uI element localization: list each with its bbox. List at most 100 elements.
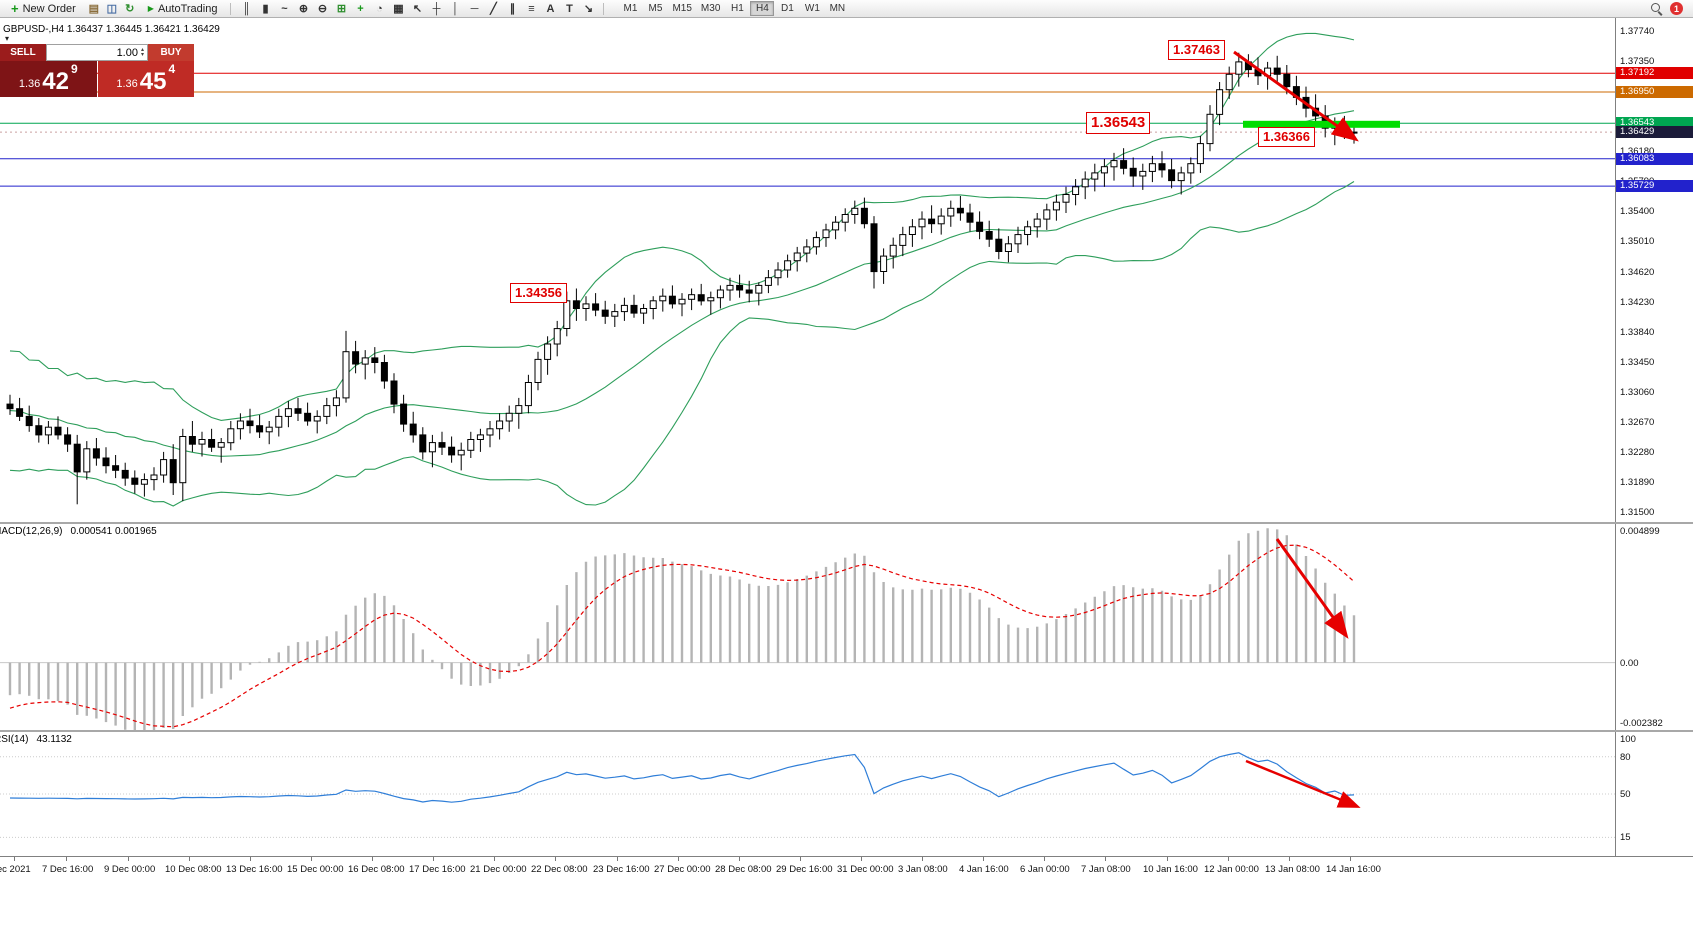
rsi-canvas[interactable] — [0, 732, 1615, 856]
search-icon[interactable] — [1650, 2, 1663, 15]
indicators-icon[interactable]: + — [351, 1, 369, 17]
price-axis-label: 1.31500 — [1620, 507, 1655, 518]
rsi-panel[interactable]: RSI(14)43.1132 — [0, 732, 1615, 856]
time-axis-tick — [372, 857, 373, 861]
label-icon[interactable]: T — [560, 1, 578, 17]
time-axis-tick — [1105, 857, 1106, 861]
price-annotation-label[interactable]: 1.34356 — [510, 283, 567, 303]
timeframe-button-w1[interactable]: W1 — [800, 1, 824, 16]
price-annotation-label[interactable]: 1.37463 — [1168, 40, 1225, 60]
price-axis[interactable]: 1.377401.373501.369601.365701.361801.357… — [1615, 18, 1693, 522]
price-axis-label: 1.37740 — [1620, 26, 1655, 37]
trend-arrow[interactable] — [1245, 759, 1361, 808]
channel-icon[interactable]: ∥ — [503, 1, 521, 17]
time-axis-label: 29 Dec 16:00 — [776, 864, 833, 875]
autotrading-button[interactable]: ▶ AutoTrading — [141, 1, 225, 17]
time-axis-tick — [800, 857, 801, 861]
text-icon[interactable]: A — [541, 1, 559, 17]
price-axis-label: 1.34620 — [1620, 267, 1655, 278]
macd-axis-label: -0.002382 — [1620, 718, 1663, 729]
timeframe-button-m30[interactable]: M30 — [697, 1, 724, 16]
new-order-button[interactable]: + New Order — [4, 1, 83, 17]
support-zone-highlight[interactable] — [1243, 120, 1400, 128]
chart-ohlc-readout: GBPUSD-,H4 1.36437 1.36445 1.36421 1.364… — [3, 24, 220, 35]
rsi-axis-label: 80 — [1620, 752, 1631, 763]
time-axis-tick — [617, 857, 618, 861]
candlestick-canvas[interactable] — [0, 18, 1615, 522]
timeframe-button-m5[interactable]: M5 — [643, 1, 667, 16]
tile-windows-icon[interactable]: ⊞ — [332, 1, 350, 17]
timeframe-button-mn[interactable]: MN — [825, 1, 849, 16]
time-axis-tick — [1350, 857, 1351, 861]
volume-up-icon[interactable]: ▴ — [140, 46, 144, 53]
bar-chart-icon[interactable]: ║ — [237, 1, 255, 17]
rsi-axis-label: 100 — [1620, 734, 1636, 745]
time-axis[interactable]: Dec 2021 7 Dec 16:00 9 Dec 00:00 10 Dec 08:… — [0, 856, 1693, 878]
time-axis-label: 3 Jan 08:00 — [898, 864, 948, 875]
top-toolbar: + New Order ▤ ◫ ↻ ▶ AutoTrading ║ ▮ ~ ⊕ ⊖ ⊞ + ◔ ▦ ↖… — [0, 0, 1693, 18]
macd-panel[interactable]: MACD(12,26,9)0.000541 0.001965 — [0, 524, 1615, 730]
time-axis-tick — [433, 857, 434, 861]
rsi-axis-label: 15 — [1620, 832, 1631, 843]
rsi-value: 43.1132 — [36, 734, 72, 745]
macd-values: 0.000541 0.001965 — [70, 526, 157, 537]
time-axis-label: 13 Dec 16:00 — [226, 864, 283, 875]
time-axis-tick — [861, 857, 862, 861]
fibonacci-icon[interactable]: ≡ — [522, 1, 540, 17]
periods-icon[interactable]: ◔ — [370, 1, 388, 17]
timeframe-button-h1[interactable]: H1 — [725, 1, 749, 16]
sell-price-prefix: 1.36 — [18, 78, 41, 91]
time-axis-label: 13 Jan 08:00 — [1265, 864, 1320, 875]
notification-badge[interactable]: 1 — [1670, 2, 1683, 15]
arrows-icon[interactable]: ↘ — [579, 1, 597, 17]
timeframe-group: M1 M5 M15 M30 H1 H4 D1 W1 MN — [618, 1, 849, 16]
panel-resizer[interactable] — [0, 730, 1693, 732]
crosshair-icon[interactable]: ┼ — [427, 1, 445, 17]
time-axis-label: 10 Dec 08:00 — [165, 864, 222, 875]
autotrading-icon: ▶ — [147, 3, 154, 13]
time-axis-tick — [66, 857, 67, 861]
time-axis-tick — [494, 857, 495, 861]
refresh-icon[interactable]: ↻ — [121, 1, 139, 17]
macd-axis[interactable]: 0.004899 0.00 -0.002382 — [1615, 524, 1693, 730]
volume-spinner[interactable]: ▴ ▾ — [140, 46, 144, 58]
time-axis-tick — [678, 857, 679, 861]
main-chart-panel[interactable]: GBPUSD-,H4 1.36437 1.36445 1.36421 1.364… — [0, 18, 1615, 522]
candlestick-chart-icon[interactable]: ▮ — [256, 1, 274, 17]
macd-canvas[interactable] — [0, 524, 1615, 730]
toolbar-separator — [603, 2, 605, 15]
volume-input[interactable]: 1.00 ▴ ▾ — [46, 44, 148, 61]
rsi-axis[interactable]: 100 80 50 15 — [1615, 732, 1693, 856]
line-chart-icon[interactable]: ~ — [275, 1, 293, 17]
timeframe-button-m15[interactable]: M15 — [668, 1, 695, 16]
buy-button[interactable]: 1.36 45 4 — [97, 61, 194, 97]
time-axis-tick — [1167, 857, 1168, 861]
zoom-out-icon[interactable]: ⊖ — [313, 1, 331, 17]
panel-resizer[interactable] — [0, 522, 1693, 524]
time-axis-tick — [1289, 857, 1290, 861]
zoom-in-icon[interactable]: ⊕ — [294, 1, 312, 17]
vertical-line-icon[interactable]: │ — [446, 1, 464, 17]
macd-axis-label: 0.004899 — [1620, 526, 1660, 537]
trendline-icon[interactable]: ╱ — [484, 1, 502, 17]
templates-icon[interactable]: ▦ — [389, 1, 407, 17]
time-axis-tick — [311, 857, 312, 861]
timeframe-button-d1[interactable]: D1 — [775, 1, 799, 16]
buy-price-prefix: 1.36 — [116, 78, 138, 91]
trend-arrow[interactable] — [1275, 538, 1349, 639]
collapse-trade-panel-icon[interactable]: ▾ — [5, 34, 10, 43]
profiles-icon[interactable]: ◫ — [103, 1, 121, 17]
chart-window-icon[interactable]: ▤ — [85, 1, 103, 17]
sell-button[interactable]: 1.36 42 9 — [0, 61, 97, 97]
volume-down-icon[interactable]: ▾ — [140, 51, 144, 58]
cursor-icon[interactable]: ↖ — [408, 1, 426, 17]
price-annotation-label[interactable]: 1.36543 — [1086, 112, 1151, 134]
timeframe-button-h4[interactable]: H4 — [750, 1, 775, 16]
rsi-label: RSI(14)43.1132 — [0, 734, 72, 745]
sell-price-main: 42 — [42, 68, 69, 95]
trend-arrow[interactable] — [1233, 50, 1359, 142]
time-axis-tick — [128, 857, 129, 861]
timeframe-button-m1[interactable]: M1 — [618, 1, 642, 16]
price-annotation-label[interactable]: 1.36366 — [1258, 127, 1315, 147]
horizontal-line-icon[interactable]: ─ — [465, 1, 483, 17]
